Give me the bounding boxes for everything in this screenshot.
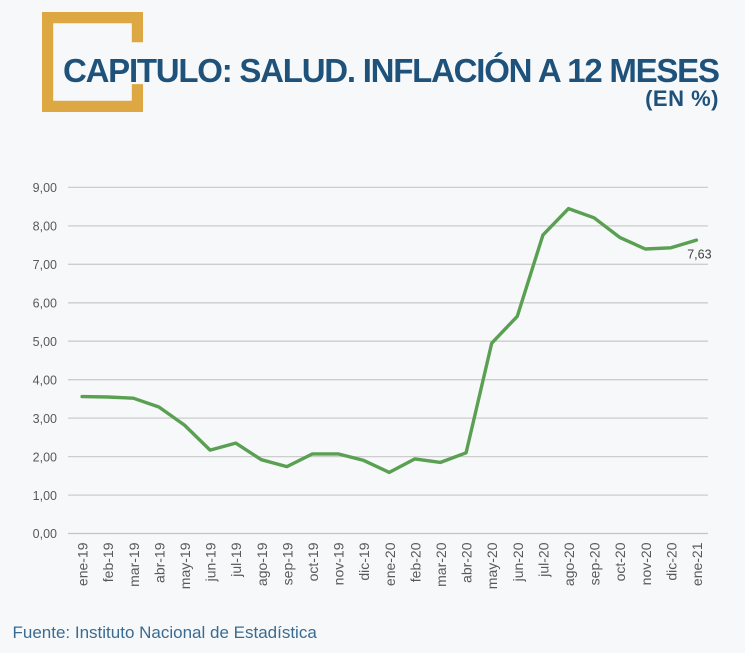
svg-text:sep-20: sep-20: [587, 542, 603, 585]
svg-text:7,63: 7,63: [687, 248, 711, 262]
svg-text:8,00: 8,00: [33, 220, 57, 234]
svg-text:ene-21: ene-21: [689, 542, 705, 586]
svg-text:jul-20: jul-20: [535, 542, 551, 577]
svg-text:feb-19: feb-19: [100, 542, 116, 582]
svg-text:ene-19: ene-19: [75, 542, 91, 586]
svg-text:9,00: 9,00: [33, 181, 57, 195]
svg-text:7,00: 7,00: [33, 258, 57, 272]
svg-text:jun-19: jun-19: [203, 542, 219, 582]
svg-text:abr-20: abr-20: [459, 542, 475, 583]
svg-text:1,00: 1,00: [33, 489, 57, 503]
svg-text:dic-20: dic-20: [663, 542, 679, 580]
svg-text:may-19: may-19: [177, 542, 193, 589]
svg-text:sep-19: sep-19: [279, 542, 295, 585]
svg-text:abr-19: abr-19: [151, 542, 167, 583]
svg-text:mar-20: mar-20: [433, 542, 449, 587]
svg-text:dic-19: dic-19: [356, 542, 372, 580]
svg-text:mar-19: mar-19: [126, 542, 142, 587]
svg-text:ago-19: ago-19: [254, 542, 270, 586]
svg-text:6,00: 6,00: [33, 297, 57, 311]
svg-text:feb-20: feb-20: [407, 542, 423, 582]
svg-text:3,00: 3,00: [33, 412, 57, 426]
svg-text:ene-20: ene-20: [382, 542, 398, 586]
svg-text:jul-19: jul-19: [228, 542, 244, 577]
svg-text:oct-19: oct-19: [305, 542, 321, 581]
svg-text:oct-20: oct-20: [612, 542, 628, 581]
svg-text:2,00: 2,00: [33, 450, 57, 464]
svg-text:nov-19: nov-19: [331, 542, 347, 585]
svg-text:nov-20: nov-20: [638, 542, 654, 585]
svg-text:4,00: 4,00: [33, 373, 57, 387]
svg-text:jun-20: jun-20: [510, 542, 526, 582]
svg-text:may-20: may-20: [484, 542, 500, 589]
svg-text:ago-20: ago-20: [561, 542, 577, 586]
svg-text:5,00: 5,00: [33, 335, 57, 349]
svg-text:0,00: 0,00: [33, 527, 57, 541]
